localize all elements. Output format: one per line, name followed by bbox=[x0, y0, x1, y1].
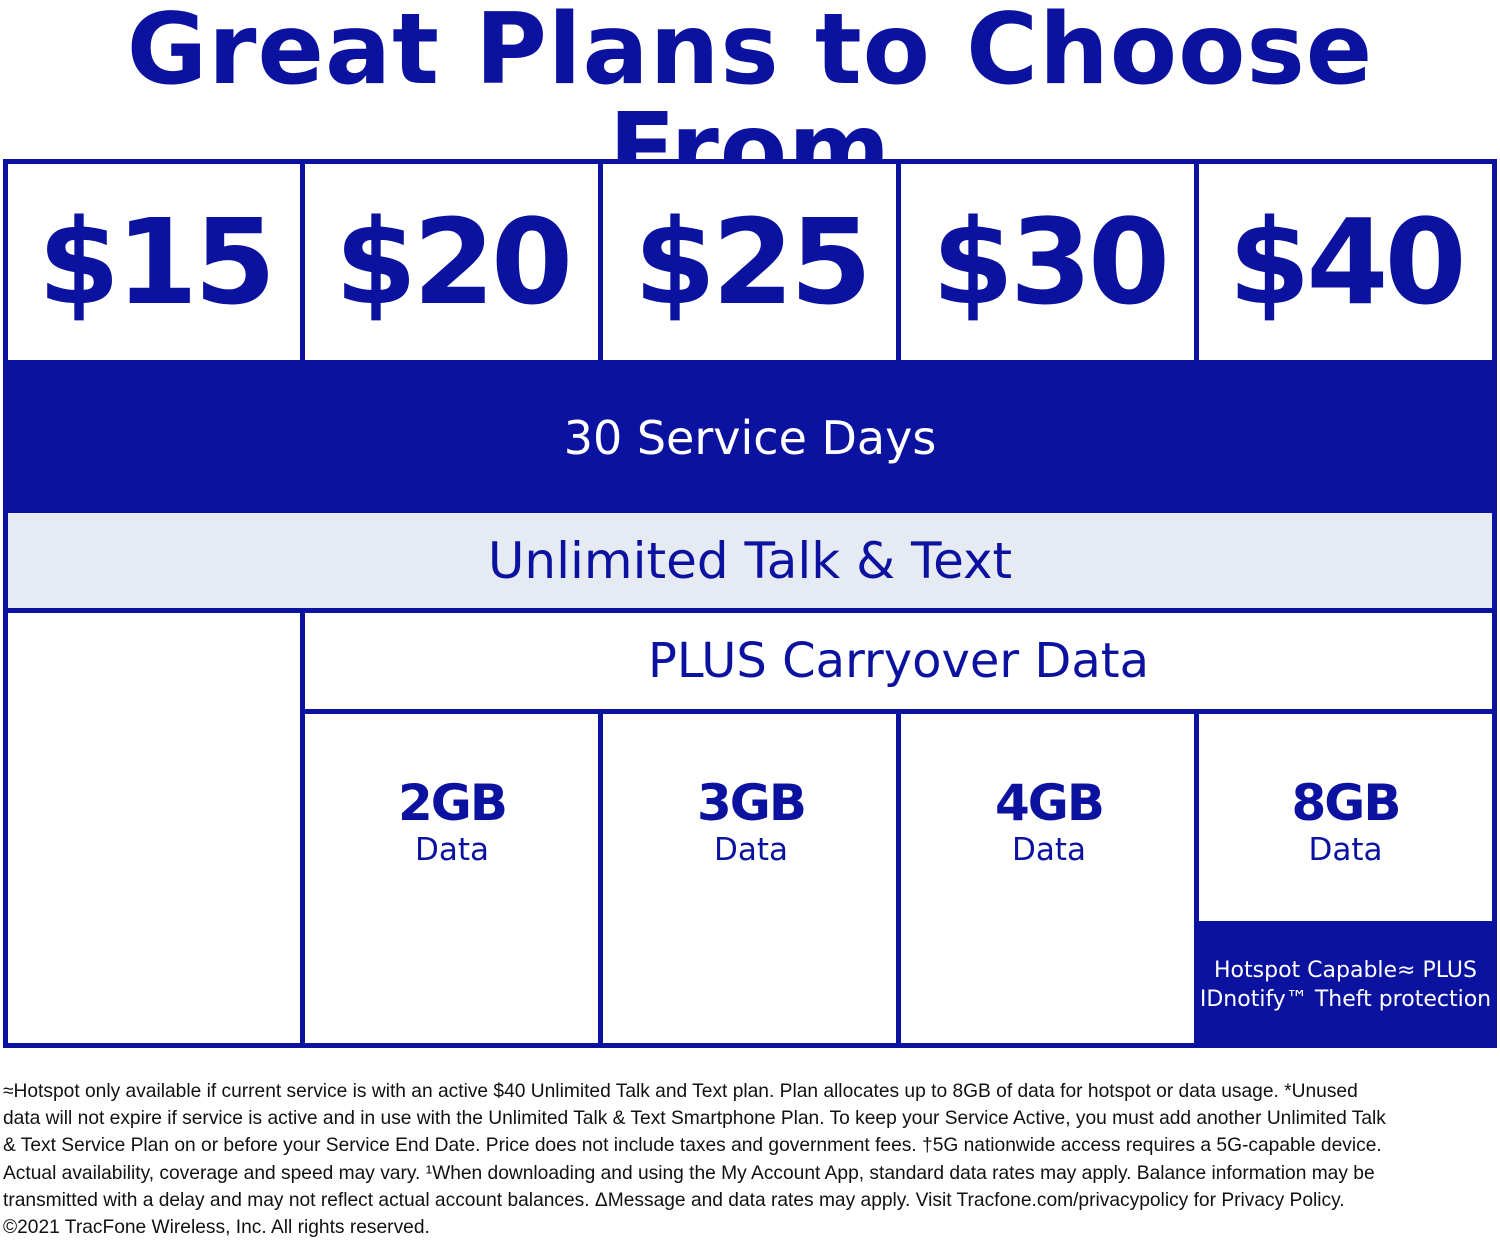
footnote-line: data will not expire if service is activ… bbox=[3, 1108, 1386, 1130]
data-label: Data bbox=[414, 832, 490, 868]
data-plan-4gb: 4GB Data bbox=[896, 709, 1202, 1048]
carryover-band: PLUS Carryover Data bbox=[300, 608, 1497, 714]
data-plan-2gb: 2GB Data bbox=[300, 709, 604, 1048]
data-plan-3gb: 3GB Data bbox=[598, 709, 904, 1048]
price-15: $15 bbox=[3, 159, 307, 365]
data-label: Data bbox=[1011, 832, 1087, 868]
price-20: $20 bbox=[300, 159, 604, 365]
hotspot-badge: Hotspot Capable≈ PLUS IDnotify™ Theft pr… bbox=[1194, 921, 1497, 1048]
price-25: $25 bbox=[598, 159, 904, 365]
page-title: Great Plans to Choose From bbox=[126, 0, 1374, 207]
footnotes: ≈Hotspot only available if current servi… bbox=[3, 1078, 1500, 1241]
footnote-line: ©2021 TracFone Wireless, Inc. All rights… bbox=[3, 1217, 430, 1239]
data-amount: 2GB bbox=[398, 774, 508, 832]
price-30: $30 bbox=[896, 159, 1202, 365]
unlimited-talk-text-band: Unlimited Talk & Text bbox=[3, 513, 1497, 613]
empty-cell bbox=[3, 608, 307, 1048]
hotspot-line2: IDnotify™ Theft protection bbox=[1199, 986, 1492, 1012]
hotspot-line1: Hotspot Capable≈ PLUS bbox=[1214, 957, 1477, 983]
data-amount: 8GB bbox=[1291, 774, 1402, 832]
data-label: Data bbox=[713, 832, 789, 868]
footnote-line: ≈Hotspot only available if current servi… bbox=[3, 1081, 1358, 1102]
price-40: $40 bbox=[1194, 159, 1497, 365]
data-label: Data bbox=[1308, 832, 1383, 868]
data-amount: 3GB bbox=[697, 774, 807, 832]
footnote-line: Actual availability, coverage and speed … bbox=[3, 1162, 1375, 1184]
footnote-line: transmitted with a delay and may not ref… bbox=[3, 1189, 1345, 1211]
data-amount: 4GB bbox=[995, 774, 1105, 832]
footnote-line: & Text Service Plan on or before your Se… bbox=[3, 1135, 1382, 1157]
service-days-band: 30 Service Days bbox=[3, 360, 1497, 515]
